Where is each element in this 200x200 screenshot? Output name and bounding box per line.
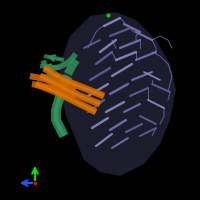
Polygon shape — [60, 12, 176, 176]
